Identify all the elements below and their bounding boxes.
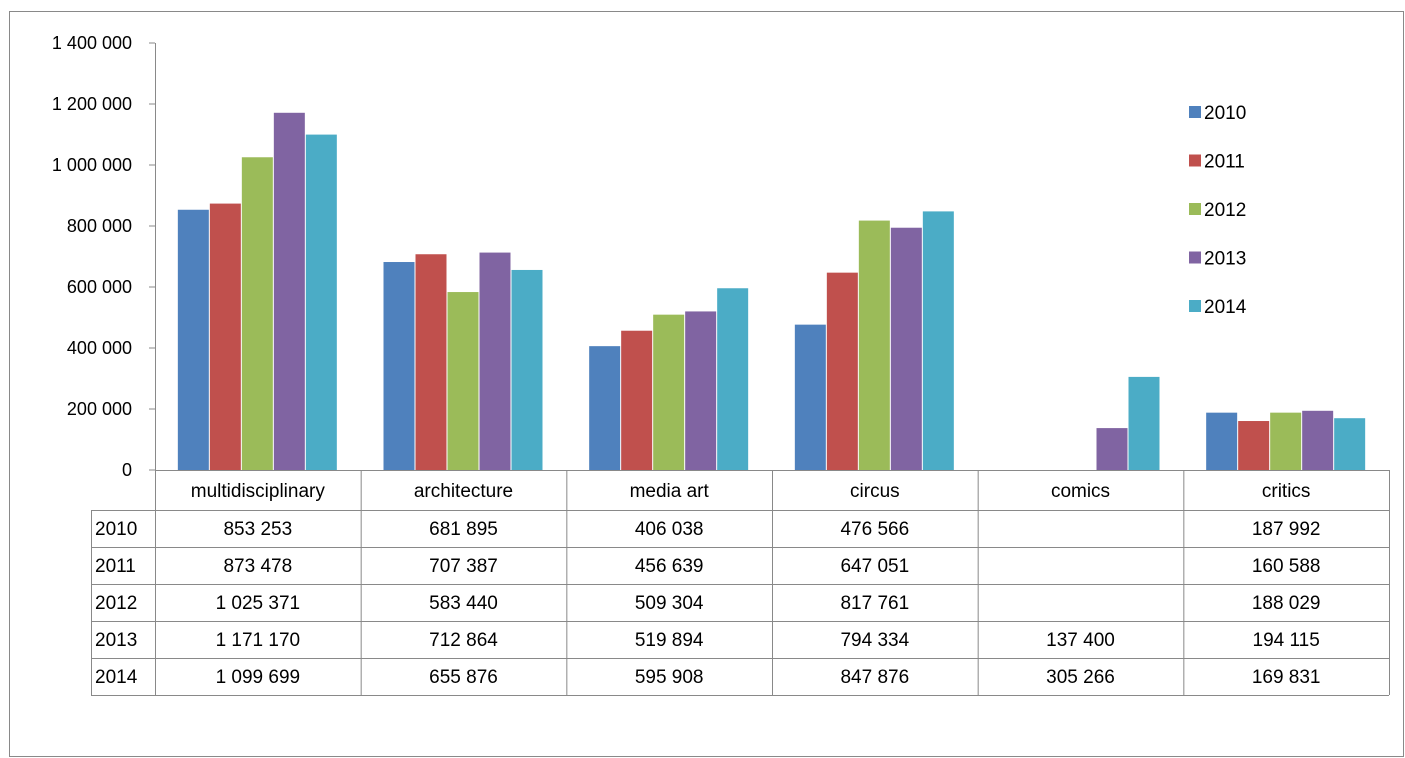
bar-2011-architecture (415, 254, 447, 470)
bar-2013-circus (890, 227, 922, 470)
category-label: architecture (414, 481, 513, 502)
category-label: media art (630, 481, 710, 502)
table-cell-value: 647 051 (840, 556, 909, 577)
bar-2012-architecture (447, 292, 479, 470)
bar-2011-circus (826, 272, 858, 470)
bar-2010-circus (794, 324, 826, 470)
table-cell-value: 305 266 (1046, 667, 1115, 688)
bar-2013-comics (1096, 428, 1128, 470)
y-axis: 0 200 000 400 000 600 000 800 000 1 000 000 1 … (52, 33, 156, 480)
category-label: comics (1051, 481, 1110, 502)
table-cell-value: 476 566 (840, 519, 909, 540)
bar-2012-media-art (653, 314, 685, 470)
table-cell-value: 595 908 (635, 667, 704, 688)
table-row-header: 2012 (95, 593, 137, 614)
legend-label: 2010 (1204, 103, 1246, 124)
table-cell-value: 794 334 (840, 630, 909, 651)
legend-swatch (1189, 154, 1201, 167)
category-label: multidisciplinary (191, 481, 326, 502)
table-cell-value: 194 115 (1253, 630, 1320, 651)
legend-swatch (1189, 251, 1201, 264)
bar-2011-multidisciplinary (209, 203, 241, 470)
table-cell-value: 1 099 699 (216, 667, 301, 688)
table-cell-value: 169 831 (1252, 667, 1321, 688)
y-tick-label: 1 400 000 (52, 33, 132, 53)
bar-2010-architecture (383, 262, 415, 470)
y-tick-label: 1 200 000 (52, 94, 132, 114)
bar-2010-media-art (589, 346, 621, 470)
table-row-header: 2011 (95, 556, 136, 577)
table-cell-value: 873 478 (223, 556, 292, 577)
table-cell-value: 1 171 170 (216, 630, 301, 651)
table-row-header: 2014 (95, 667, 138, 688)
legend-label: 2012 (1204, 200, 1246, 221)
legend-swatch (1189, 106, 1201, 118)
bar-2012-multidisciplinary (241, 157, 273, 470)
table-cell-value: 456 639 (635, 556, 704, 577)
table-row-header: 2010 (95, 519, 137, 540)
bar-2011-media-art (621, 330, 653, 470)
table-cell-value: 137 400 (1046, 630, 1115, 651)
y-tick-label: 600 000 (67, 277, 132, 297)
bar-2014-architecture (511, 269, 543, 470)
bar-2012-critics (1270, 412, 1302, 470)
y-tick-label: 1 000 000 (52, 155, 132, 175)
table-cell-value: 853 253 (223, 519, 292, 540)
bar-2013-architecture (479, 252, 511, 470)
bars (177, 112, 1366, 471)
table-cell-value: 707 387 (429, 556, 498, 577)
y-tick-label: 400 000 (67, 338, 132, 358)
table-cell-value: 406 038 (635, 519, 704, 540)
bar-2013-media-art (685, 311, 717, 470)
bar-2014-multidisciplinary (305, 134, 337, 471)
table-cell-value: 681 895 (429, 519, 498, 540)
table-cell-value: 817 761 (840, 593, 909, 614)
table-cell-value: 847 876 (840, 667, 909, 688)
table-cell-value: 160 588 (1252, 556, 1321, 577)
bar-2014-comics (1128, 376, 1160, 470)
table-cell-value: 519 894 (635, 630, 704, 651)
category-label: circus (850, 481, 900, 502)
table-cell-value: 509 304 (635, 593, 704, 614)
legend: 2010 2011 2012 2013 2014 (1189, 103, 1247, 318)
y-tick-label: 800 000 (67, 216, 132, 236)
legend-swatch (1189, 300, 1201, 312)
bar-2014-critics (1334, 418, 1366, 470)
legend-label: 2013 (1204, 249, 1246, 270)
table-cell-value: 655 876 (429, 667, 498, 688)
table-cell-value: 712 864 (429, 630, 498, 651)
bar-2013-critics (1302, 410, 1334, 470)
table-row-header: 2013 (95, 630, 137, 651)
bar-2010-critics (1206, 412, 1238, 470)
legend-swatch (1189, 203, 1201, 215)
bar-2010-multidisciplinary (177, 209, 209, 471)
legend-label: 2014 (1204, 297, 1247, 318)
legend-label: 2011 (1204, 152, 1245, 173)
table-cell-value: 583 440 (429, 593, 498, 614)
bar-2014-media-art (717, 288, 749, 470)
data-table: multidisciplinary architecture media art ci… (91, 470, 1390, 696)
category-label: critics (1262, 481, 1311, 502)
y-tick-label: 0 (122, 460, 132, 480)
table-cell-value: 187 992 (1252, 519, 1321, 540)
table-cell-value: 188 029 (1252, 593, 1321, 614)
bar-2013-multidisciplinary (273, 112, 305, 470)
bar-2012-circus (858, 220, 890, 470)
y-tick-label: 200 000 (67, 399, 132, 419)
bar-2011-critics (1238, 421, 1270, 470)
table-cell-value: 1 025 371 (216, 593, 301, 614)
bar-2014-circus (922, 211, 954, 470)
